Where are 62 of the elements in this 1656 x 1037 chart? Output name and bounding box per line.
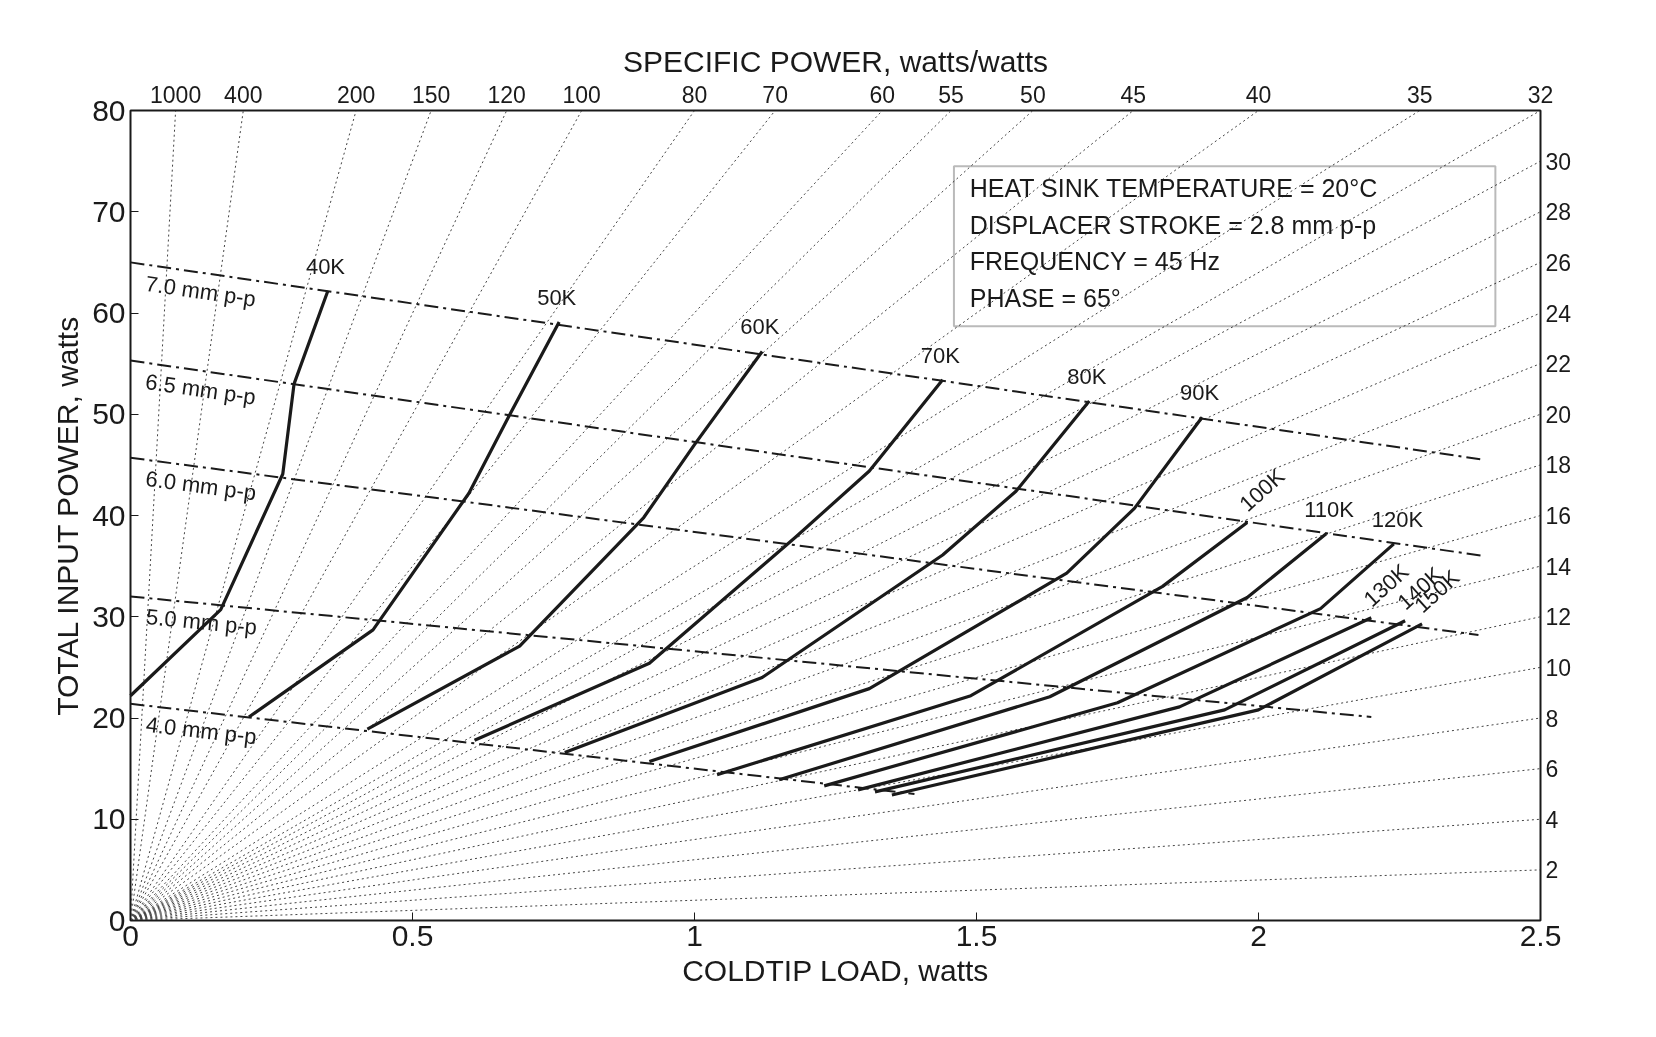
y2-tick-label: 24: [1545, 300, 1572, 327]
text: 7.0 mm p-p: [143, 270, 258, 312]
text: 6.0 mm p-p: [144, 466, 258, 506]
annotation: 80: [681, 81, 708, 108]
annotation: 40: [1245, 81, 1272, 108]
y2-tick-label: 22: [1545, 351, 1572, 378]
series-label: 80K: [1067, 364, 1107, 390]
annotation: 200: [336, 81, 376, 108]
y2-tick-label: 2: [1545, 857, 1559, 884]
x-axis-title: COLDTIP LOAD, watts: [682, 953, 989, 987]
text: 6.5 mm p-p: [143, 369, 258, 410]
y-tick-label: 50: [92, 397, 126, 431]
series-label: 60K: [740, 314, 780, 340]
y2-tick-label: 30: [1545, 148, 1572, 175]
y-tick-label: 10: [92, 802, 126, 836]
annotation: 400: [224, 81, 263, 108]
y2-tick-label: 10: [1545, 654, 1572, 681]
annotation: FREQUENCY = 45 Hz: [969, 247, 1221, 276]
series-label: 120K: [1371, 506, 1424, 532]
annotation: 35: [1407, 81, 1433, 108]
annotation: 60: [869, 81, 896, 108]
y2-tick-label: 16: [1545, 503, 1572, 529]
y2-tick-label: 18: [1545, 452, 1572, 479]
x-tick-label: 1.5: [955, 918, 998, 952]
y2-tick-label: 26: [1545, 249, 1572, 276]
x-tick-label: 2.5: [1519, 918, 1562, 952]
y2-tick-label: 12: [1545, 604, 1572, 631]
text: 4.0 mm p-p: [144, 711, 258, 750]
y-tick-label: 40: [92, 498, 126, 532]
series-label: 50K: [537, 285, 577, 311]
annotation: 50: [1020, 81, 1046, 108]
annotation: 55: [938, 81, 964, 108]
x-tick-label: 2: [1250, 918, 1267, 952]
y2-tick-label: 14: [1545, 553, 1572, 580]
x-tick-label: 0.5: [391, 918, 434, 952]
annotation: 150: [411, 81, 451, 108]
y-tick-label: 80: [92, 93, 126, 127]
annotation: 45: [1120, 81, 1147, 108]
y-tick-label: 70: [92, 194, 126, 228]
y2-tick-label: 20: [1545, 401, 1572, 428]
annotation: 100: [562, 81, 601, 108]
y2-tick-label: 6: [1545, 756, 1559, 783]
series-label: 90K: [1180, 380, 1220, 406]
annotation: PHASE = 65°: [969, 283, 1121, 312]
chart-title: SPECIFIC POWER, watts/watts: [622, 44, 1049, 78]
series-label: 110K: [1304, 496, 1355, 522]
series-label: 40K: [305, 253, 346, 279]
y-tick-label: 30: [92, 599, 126, 633]
annotation: DISPLACER STROKE = 2.8 mm p-p: [969, 210, 1377, 239]
annotation: 1000: [150, 81, 202, 108]
y-tick-label: 60: [92, 296, 126, 329]
annotation: 32: [1527, 81, 1554, 108]
annotation: 70: [762, 81, 788, 108]
series-label: 70K: [920, 342, 961, 368]
annotation: HEAT SINK TEMPERATURE = 20°C: [969, 174, 1378, 203]
y2-tick-label: 4: [1545, 806, 1559, 833]
y-axis-title: TOTAL INPUT POWER, watts: [51, 316, 85, 716]
y2-tick-label: 8: [1545, 705, 1559, 732]
x-tick-label: 1: [686, 918, 703, 952]
y-tick-label: 20: [92, 701, 126, 734]
annotation: 120: [487, 81, 526, 108]
y2-tick-label: 28: [1545, 199, 1572, 226]
